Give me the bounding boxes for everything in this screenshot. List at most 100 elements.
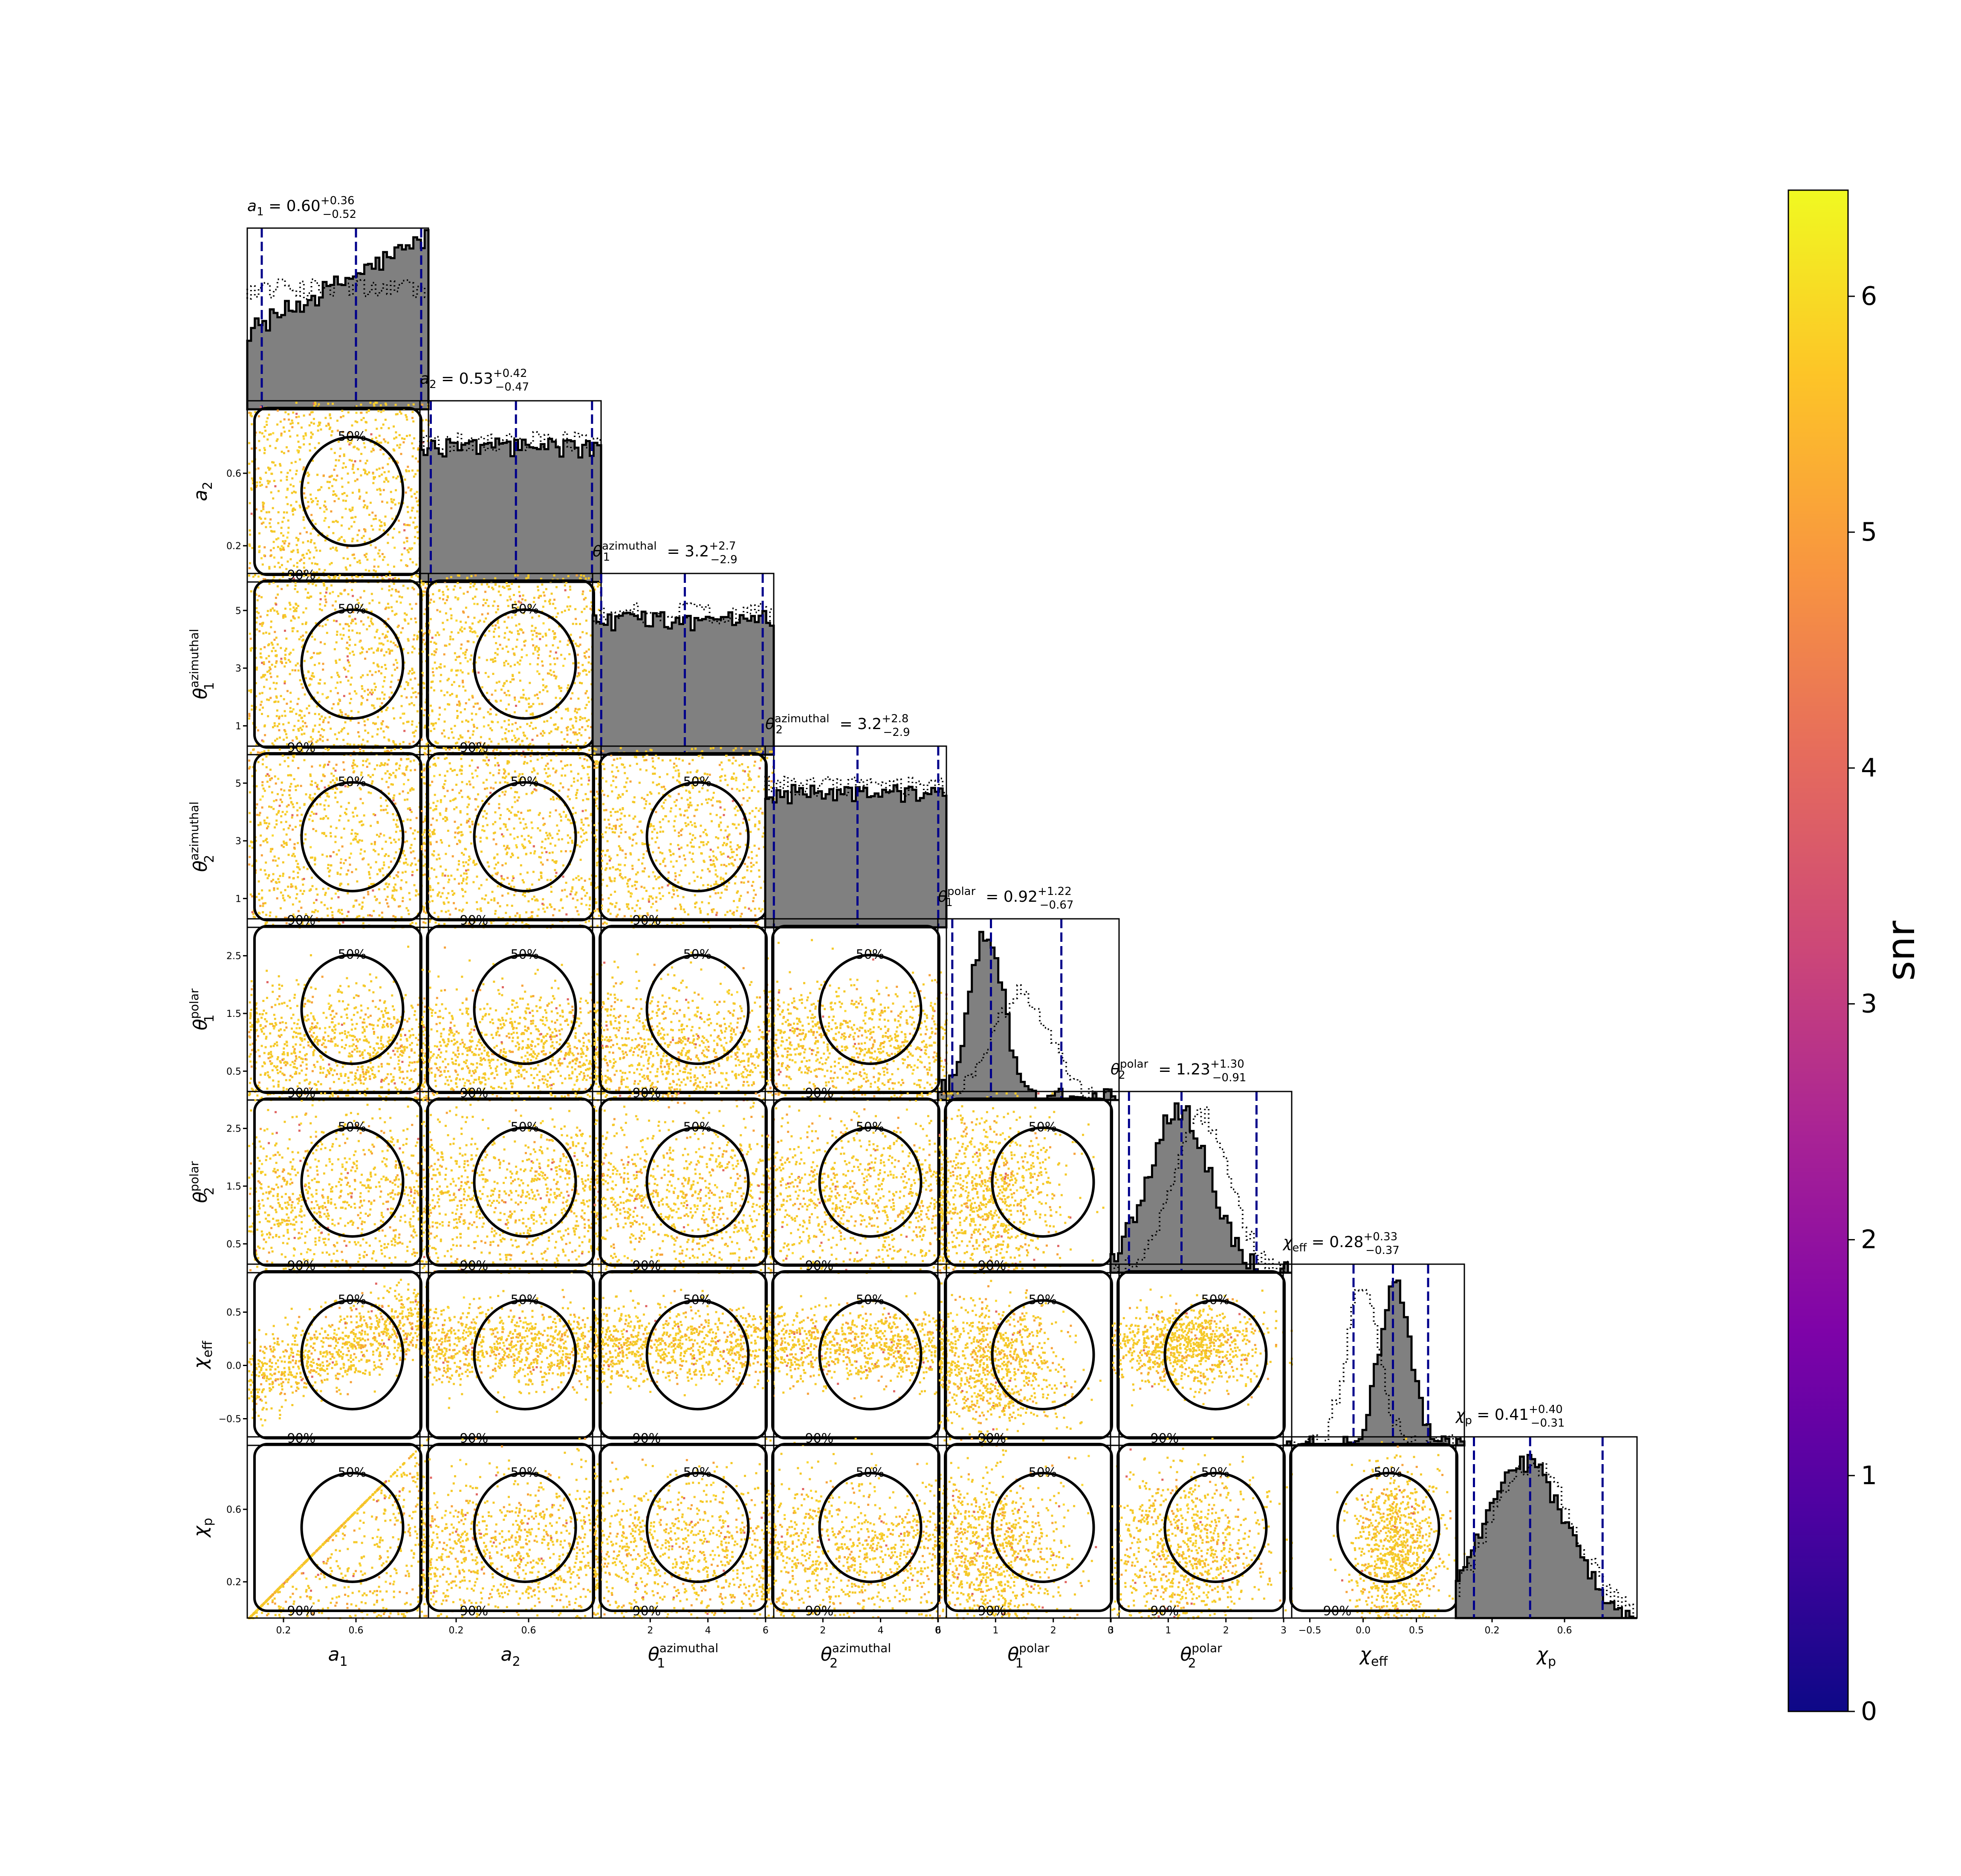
sample-point [411,411,414,413]
sample-point [397,679,400,681]
sample-point [338,819,341,822]
sample-point [576,675,578,677]
sample-point [481,686,483,689]
sample-point [662,860,665,863]
sample-point [321,740,324,742]
sample-point [261,784,264,787]
sample-point [574,812,577,814]
sample-point [562,665,564,667]
sample-point [309,736,312,738]
sample-point [522,631,524,634]
sample-point [388,651,391,653]
sample-point [457,826,460,829]
sample-point [267,644,269,646]
sample-point [407,486,410,489]
sample-point [578,645,580,648]
sample-point [382,489,385,491]
sample-point [438,923,440,926]
sample-point [364,730,367,732]
sample-point [578,749,580,752]
sample-point [406,418,408,421]
sample-point [490,658,492,661]
sample-point [423,682,425,685]
sample-point [496,653,499,656]
sample-point [569,718,572,721]
sample-point [316,563,318,565]
sample-point [545,764,547,767]
sample-point [339,884,341,887]
sample-point [295,402,298,404]
sample-point [366,674,369,676]
sample-point [251,460,254,463]
sample-point [411,862,413,865]
sample-point [471,712,473,715]
sample-point [258,595,260,597]
sample-point [282,617,285,619]
sample-point [668,820,670,822]
sample-point [284,730,286,732]
sample-point [448,845,450,847]
sample-point [351,507,354,509]
sample-point [311,780,313,783]
sample-point [334,835,337,838]
sample-point [283,680,286,683]
sample-point [290,620,292,622]
sample-point [324,894,327,896]
sample-point [248,543,251,546]
sample-point [393,748,396,750]
sample-point [283,511,285,514]
sample-point [399,411,401,413]
sample-point [758,775,760,778]
sample-point [505,912,507,914]
sample-point [468,698,470,701]
sample-point [380,642,383,645]
sample-point [269,668,272,670]
sample-point [268,874,270,877]
sample-point [421,776,423,779]
sample-point [304,833,307,836]
sample-point [580,734,583,736]
sample-point [436,609,439,611]
sample-point [353,521,356,523]
sample-point [259,692,261,695]
sample-point [299,709,301,712]
sample-point [422,874,425,876]
sample-point [251,423,253,426]
sample-point [293,843,296,845]
sample-point [325,835,327,837]
sample-point [348,443,351,446]
sample-point [464,651,467,653]
sample-point [451,669,453,671]
sample-point [413,704,415,706]
sample-point [472,597,474,600]
sample-point [542,907,544,910]
sample-point [318,731,320,733]
sample-point [283,665,286,668]
sample-point [484,787,486,790]
sample-point [312,728,315,731]
sample-point [301,646,304,648]
sample-point [363,500,365,502]
sample-point [579,859,582,861]
sample-point [269,672,272,675]
sample-point [709,813,712,815]
sample-point [367,693,370,696]
sample-point [341,516,344,518]
sample-point [457,574,459,577]
sample-point [467,863,469,866]
sample-point [448,737,450,739]
sample-point [409,678,412,681]
sample-point [304,693,306,696]
sample-point [535,645,538,648]
sample-point [572,750,574,752]
sample-point [291,426,294,428]
sample-point [604,831,607,834]
sample-point [354,618,356,620]
sample-point [317,910,319,912]
sample-point [629,780,632,783]
sample-point [393,547,396,549]
sample-point [541,846,543,848]
sample-point [347,411,350,414]
sample-point [527,574,530,577]
sample-point [527,749,530,751]
